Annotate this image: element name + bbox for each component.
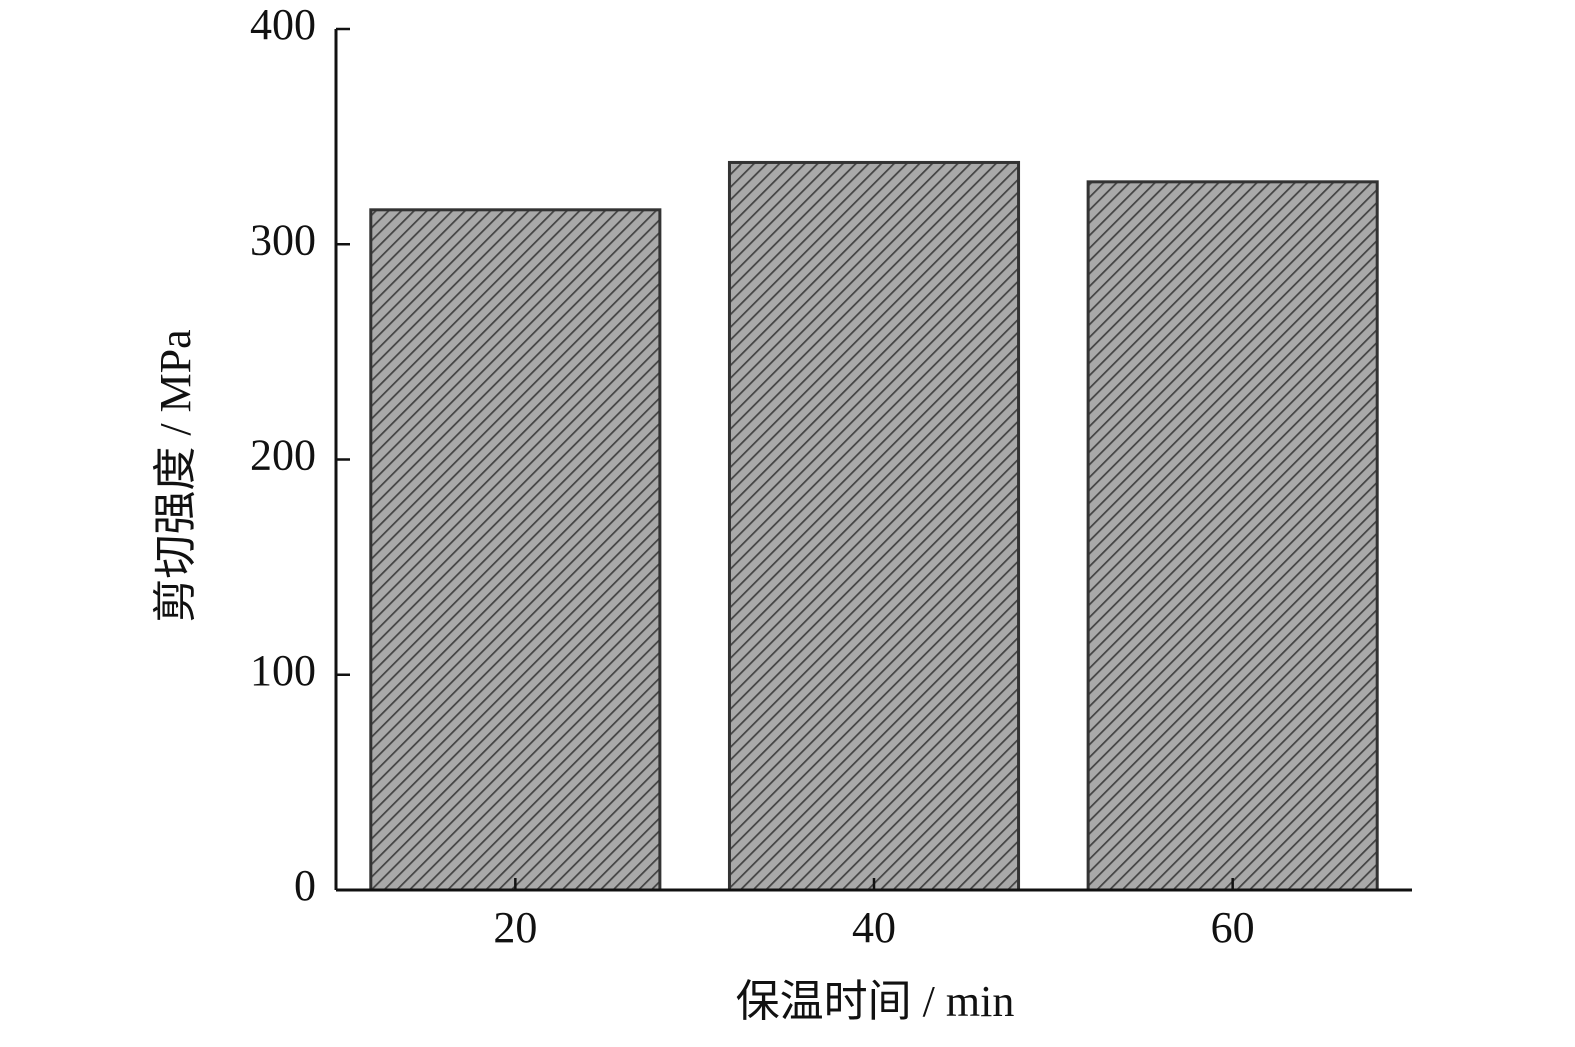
y-tick-label: 100 <box>250 646 316 695</box>
y-axis-label: 剪切强度 / MPa <box>151 329 200 622</box>
y-tick-label: 0 <box>294 861 316 910</box>
x-tick-label: 60 <box>1211 903 1255 952</box>
x-tick-label: 40 <box>852 903 896 952</box>
bar <box>369 208 662 892</box>
y-tick-label: 300 <box>250 215 316 264</box>
x-tick-label: 20 <box>493 903 537 952</box>
y-tick-label: 400 <box>250 0 316 49</box>
bar <box>1086 180 1379 892</box>
x-axis-label: 保温时间 / min <box>736 977 1015 1026</box>
y-tick-label: 200 <box>250 431 316 480</box>
bar <box>727 160 1021 892</box>
